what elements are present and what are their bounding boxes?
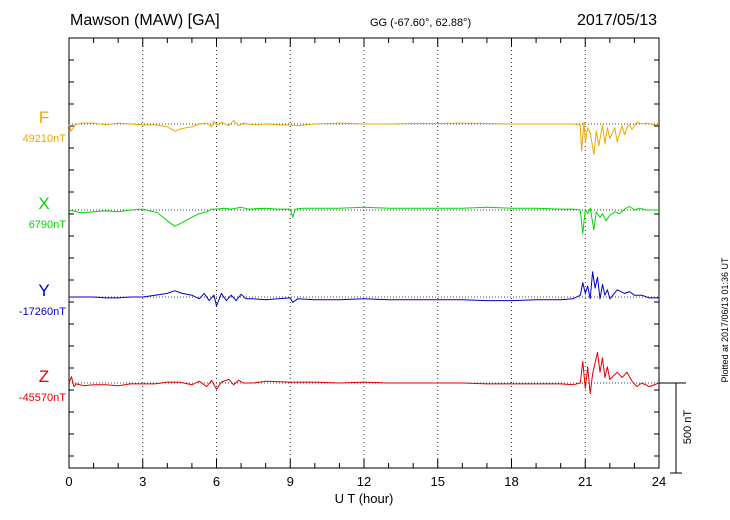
x-tick-label: 3 <box>139 474 146 489</box>
series-f-line <box>68 119 659 156</box>
x-tick-label: 12 <box>357 474 371 489</box>
series-z-baseline-label: -45570nT <box>19 392 66 404</box>
series-y-baseline-label: -17260nT <box>19 306 66 318</box>
station-coordinates: GG (-67.60°, 62.88°) <box>370 17 472 29</box>
chart-date: 2017/05/13 <box>577 12 658 29</box>
series-z-name: Z <box>39 367 49 386</box>
x-tick-label: 15 <box>431 474 445 489</box>
x-tick-label: 0 <box>65 474 72 489</box>
page-title: Mawson (MAW) [GA] <box>70 12 220 29</box>
x-tick-label: 24 <box>652 474 666 489</box>
series-y-name: Y <box>38 281 49 300</box>
series-f-name: F <box>39 108 49 127</box>
series-z-line <box>68 351 660 395</box>
x-tick-label: 6 <box>213 474 220 489</box>
plotted-at-note: Plotted at 2017/06/13 01:36 UT <box>720 257 730 383</box>
x-tick-label: 18 <box>504 474 518 489</box>
series-x-line <box>68 205 659 234</box>
x-tick-label: 9 <box>287 474 294 489</box>
scale-bar-label: 500 nT <box>682 409 694 445</box>
series-x-name: X <box>38 194 49 213</box>
series-x-baseline-label: 6790nT <box>29 219 67 231</box>
series-f-baseline-label: 49210nT <box>23 133 67 145</box>
x-tick-label: 21 <box>578 474 592 489</box>
series-y-line <box>69 271 659 307</box>
x-axis-label: U T (hour) <box>335 491 394 506</box>
